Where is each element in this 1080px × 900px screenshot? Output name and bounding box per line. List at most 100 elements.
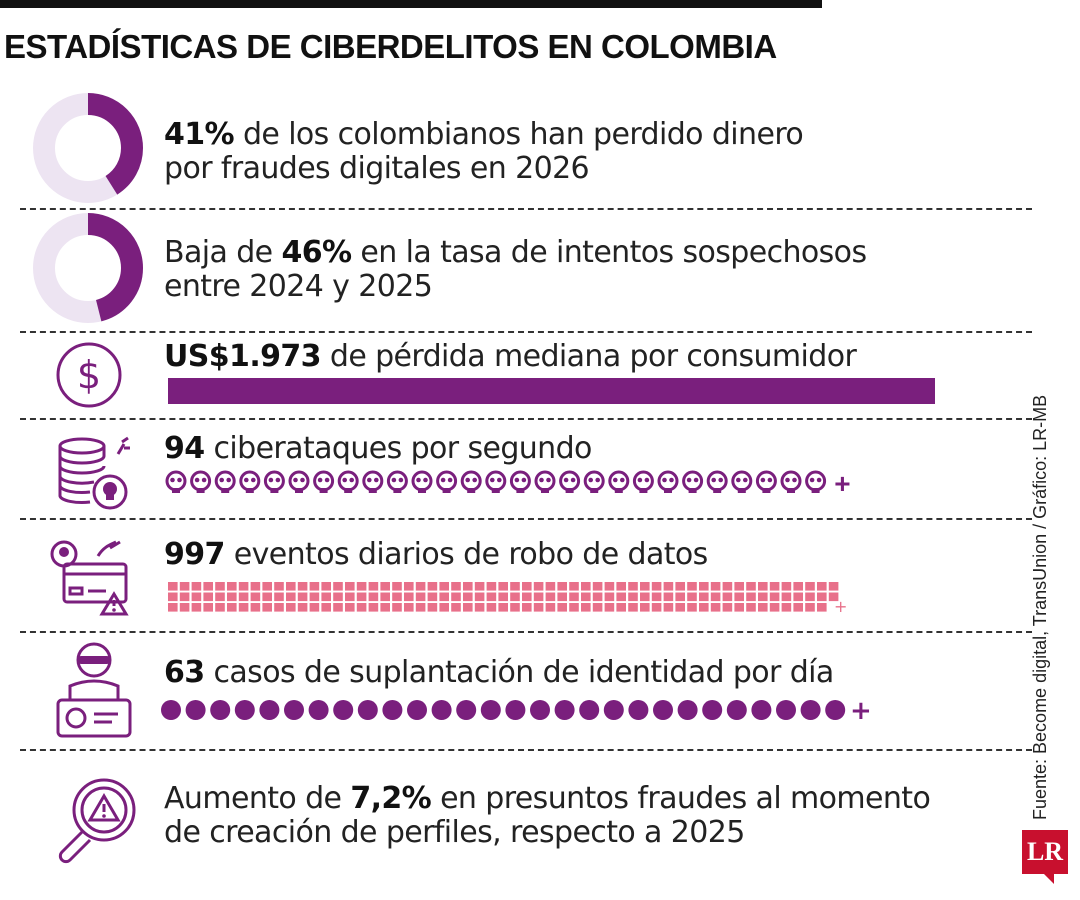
skull-glyph xyxy=(534,470,556,493)
data-square xyxy=(191,592,202,602)
skull-glyph xyxy=(214,470,236,493)
identity-dot xyxy=(456,700,477,720)
identity-dot xyxy=(579,700,600,720)
data-square xyxy=(498,582,508,591)
data-square xyxy=(404,592,414,602)
data-square xyxy=(746,582,756,591)
data-square xyxy=(628,582,638,591)
skull-glyph xyxy=(190,470,212,493)
skull-glyph xyxy=(362,470,384,493)
data-square xyxy=(769,582,780,591)
stat-7-text: Aumento de 7,2% en presuntos fraudes al … xyxy=(164,781,931,850)
data-square xyxy=(238,603,249,612)
data-square xyxy=(415,592,426,602)
data-square xyxy=(675,592,685,602)
skull-glyph xyxy=(608,470,630,493)
data-square xyxy=(368,582,379,591)
identity-dot xyxy=(653,700,673,720)
data-square xyxy=(321,582,331,591)
identity-dot xyxy=(259,700,280,720)
skull-glyph xyxy=(559,470,581,493)
coin-stack-skull-icon xyxy=(58,436,130,510)
data-square xyxy=(828,582,839,591)
data-square xyxy=(227,592,237,602)
data-square xyxy=(474,592,485,602)
donut-chart-46 xyxy=(33,213,143,323)
data-square xyxy=(510,603,520,612)
data-square xyxy=(463,592,473,602)
stat-value: 63 xyxy=(164,655,205,690)
data-square xyxy=(427,603,438,612)
data-square xyxy=(404,582,414,591)
data-square xyxy=(710,603,721,612)
data-square xyxy=(663,582,674,591)
stat-4-text: 94 ciberataques por segundo xyxy=(164,431,592,466)
data-square xyxy=(522,592,532,602)
data-square xyxy=(746,592,756,602)
row-divider xyxy=(20,418,1032,420)
data-square xyxy=(309,603,320,612)
identity-dot xyxy=(333,700,354,720)
data-square xyxy=(651,603,662,612)
data-square xyxy=(592,592,603,602)
data-square xyxy=(793,592,803,602)
row-divider xyxy=(20,331,1032,333)
data-square xyxy=(616,592,626,602)
data-square xyxy=(498,603,508,612)
data-square xyxy=(805,603,815,612)
data-square xyxy=(640,592,650,602)
donut-slice xyxy=(33,213,143,323)
skull-glyph xyxy=(460,470,482,493)
data-square xyxy=(569,582,579,591)
data-square xyxy=(392,592,402,602)
data-square xyxy=(179,603,190,612)
loss-bar xyxy=(168,378,935,404)
data-square xyxy=(309,592,320,602)
data-square xyxy=(427,592,438,602)
data-square xyxy=(227,603,237,612)
data-square xyxy=(392,603,402,612)
data-square xyxy=(746,603,756,612)
data-square xyxy=(675,582,685,591)
stat-1-text: 41% de los colombianos han perdido diner… xyxy=(164,117,804,186)
row-divider xyxy=(20,631,1032,633)
credit-card-theft-icon xyxy=(50,540,129,616)
identity-dot xyxy=(234,700,255,720)
stat-value: 94 xyxy=(164,431,205,466)
data-square xyxy=(404,603,414,612)
data-square xyxy=(734,592,744,602)
plus-sign: + xyxy=(834,597,847,614)
impostor-id-icon xyxy=(56,642,132,738)
data-square xyxy=(286,582,296,591)
data-square xyxy=(451,603,461,612)
data-square xyxy=(415,582,426,591)
data-square xyxy=(522,582,532,591)
data-square xyxy=(510,582,520,591)
data-square xyxy=(817,603,827,612)
data-square xyxy=(616,603,626,612)
data-square xyxy=(722,582,733,591)
identity-dot xyxy=(726,700,747,720)
data-square xyxy=(380,592,390,602)
row-divider xyxy=(20,518,1032,520)
data-square xyxy=(805,592,815,602)
identity-dot xyxy=(776,700,796,720)
data-square xyxy=(769,592,780,602)
skull-glyph xyxy=(632,470,654,493)
skull-glyph xyxy=(239,470,261,493)
identity-dot xyxy=(284,700,304,720)
data-square xyxy=(215,592,225,602)
svg-text:$: $ xyxy=(77,353,101,397)
plus-sign: + xyxy=(834,470,850,496)
skull-glyph xyxy=(583,470,605,493)
data-square xyxy=(356,603,367,612)
data-square xyxy=(356,592,367,602)
source-credit: Fuente: Become digital, TransUnion / Grá… xyxy=(1030,394,1050,820)
data-square xyxy=(179,582,190,591)
data-square xyxy=(203,582,213,591)
data-square xyxy=(333,603,343,612)
data-square xyxy=(557,582,567,591)
identity-dot xyxy=(603,700,624,720)
data-square xyxy=(793,603,803,612)
data-square xyxy=(758,603,768,612)
